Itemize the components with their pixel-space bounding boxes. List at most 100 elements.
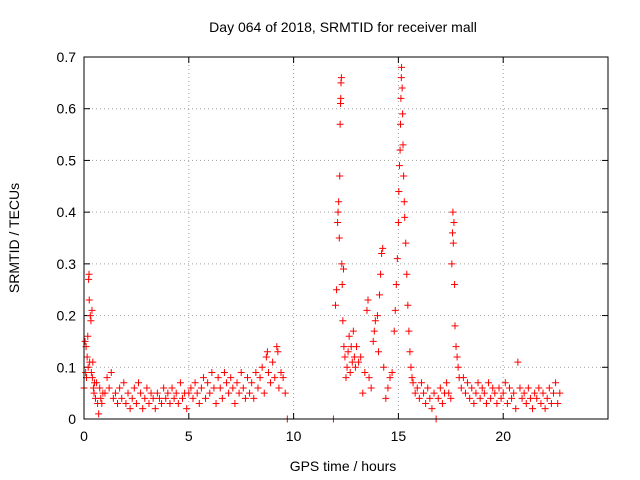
data-point: [126, 405, 134, 413]
data-point: [535, 384, 543, 392]
x-tick-labels: 0 5 10 15 20: [80, 428, 511, 444]
data-point: [105, 384, 113, 392]
data-point: [426, 394, 434, 402]
data-point: [436, 384, 444, 392]
data-point: [406, 348, 414, 356]
data-point: [552, 379, 560, 387]
data-point: [541, 405, 549, 413]
data-point: [489, 384, 497, 392]
data-point: [400, 198, 408, 206]
data-point: [379, 244, 387, 252]
data-point: [485, 379, 493, 387]
data-point: [237, 368, 245, 376]
data-point: [501, 379, 509, 387]
data-point: [370, 327, 378, 335]
data-point: [267, 379, 275, 387]
y-axis-label: SRMTID / TECUs: [6, 183, 22, 293]
data-point: [153, 389, 161, 397]
data-point: [495, 384, 503, 392]
data-point: [547, 399, 555, 407]
data-point: [334, 208, 342, 216]
data-point: [352, 343, 360, 351]
data-point: [103, 374, 111, 382]
data-point: [464, 379, 472, 387]
data-point: [550, 389, 558, 397]
data-point: [187, 384, 195, 392]
data-point: [448, 229, 456, 237]
data-point: [391, 306, 399, 314]
y-tick-label: 0.7: [57, 49, 77, 65]
data-point: [335, 198, 343, 206]
data-point: [141, 394, 149, 402]
data-point: [118, 394, 126, 402]
data-point: [402, 239, 410, 247]
data-point: [262, 353, 270, 361]
y-tick-labels: 0 0.1 0.2 0.3 0.4 0.5 0.6 0.7: [57, 49, 77, 427]
data-point: [450, 218, 458, 226]
data-point: [344, 348, 352, 356]
data-point: [281, 389, 289, 397]
data-point: [363, 306, 371, 314]
data-point: [87, 368, 95, 376]
data-point: [499, 389, 507, 397]
data-point: [90, 389, 98, 397]
data-point: [539, 389, 547, 397]
data-point: [204, 379, 212, 387]
data-point: [252, 368, 260, 376]
data-point: [93, 379, 101, 387]
data-point: [346, 368, 354, 376]
data-point: [371, 317, 379, 325]
data-point: [543, 394, 551, 402]
data-point: [365, 374, 373, 382]
data-point: [508, 394, 516, 402]
data-point: [151, 405, 159, 413]
data-point: [120, 379, 128, 387]
data-point: [443, 379, 451, 387]
data-point: [206, 389, 214, 397]
data-point: [411, 389, 419, 397]
data-point: [459, 374, 467, 382]
data-point: [520, 389, 528, 397]
data-point: [145, 399, 153, 407]
data-point: [487, 394, 495, 402]
data-point: [359, 389, 367, 397]
data-point: [179, 394, 187, 402]
data-point: [128, 394, 136, 402]
data-point: [85, 296, 93, 304]
data-point: [84, 363, 92, 371]
data-point: [143, 384, 151, 392]
data-point: [533, 394, 541, 402]
data-point: [246, 389, 254, 397]
data-point: [405, 327, 413, 335]
y-tick-label: 0.2: [57, 308, 77, 324]
data-point: [81, 337, 89, 345]
data-point: [83, 353, 91, 361]
chart-title: Day 064 of 2018, SRMTID for receiver mal…: [209, 19, 477, 35]
data-point: [271, 374, 279, 382]
data-point: [468, 384, 476, 392]
data-point: [258, 363, 266, 371]
data-point: [214, 374, 222, 382]
data-point: [273, 343, 281, 351]
data-point: [505, 384, 513, 392]
data-point: [95, 410, 103, 418]
data-point: [395, 187, 403, 195]
data-point: [336, 120, 344, 128]
data-point: [84, 332, 92, 340]
data-point: [472, 389, 480, 397]
data-point: [338, 281, 346, 289]
data-point: [101, 389, 109, 397]
data-point: [380, 363, 388, 371]
data-point: [342, 374, 350, 382]
data-point: [388, 368, 396, 376]
data-point: [434, 394, 442, 402]
data-point: [349, 327, 357, 335]
data-point: [231, 399, 239, 407]
y-tick-label: 0.1: [57, 359, 77, 375]
data-point: [183, 405, 191, 413]
data-point: [239, 384, 247, 392]
data-point: [377, 270, 385, 278]
data-point: [139, 405, 147, 413]
data-point: [162, 394, 170, 402]
